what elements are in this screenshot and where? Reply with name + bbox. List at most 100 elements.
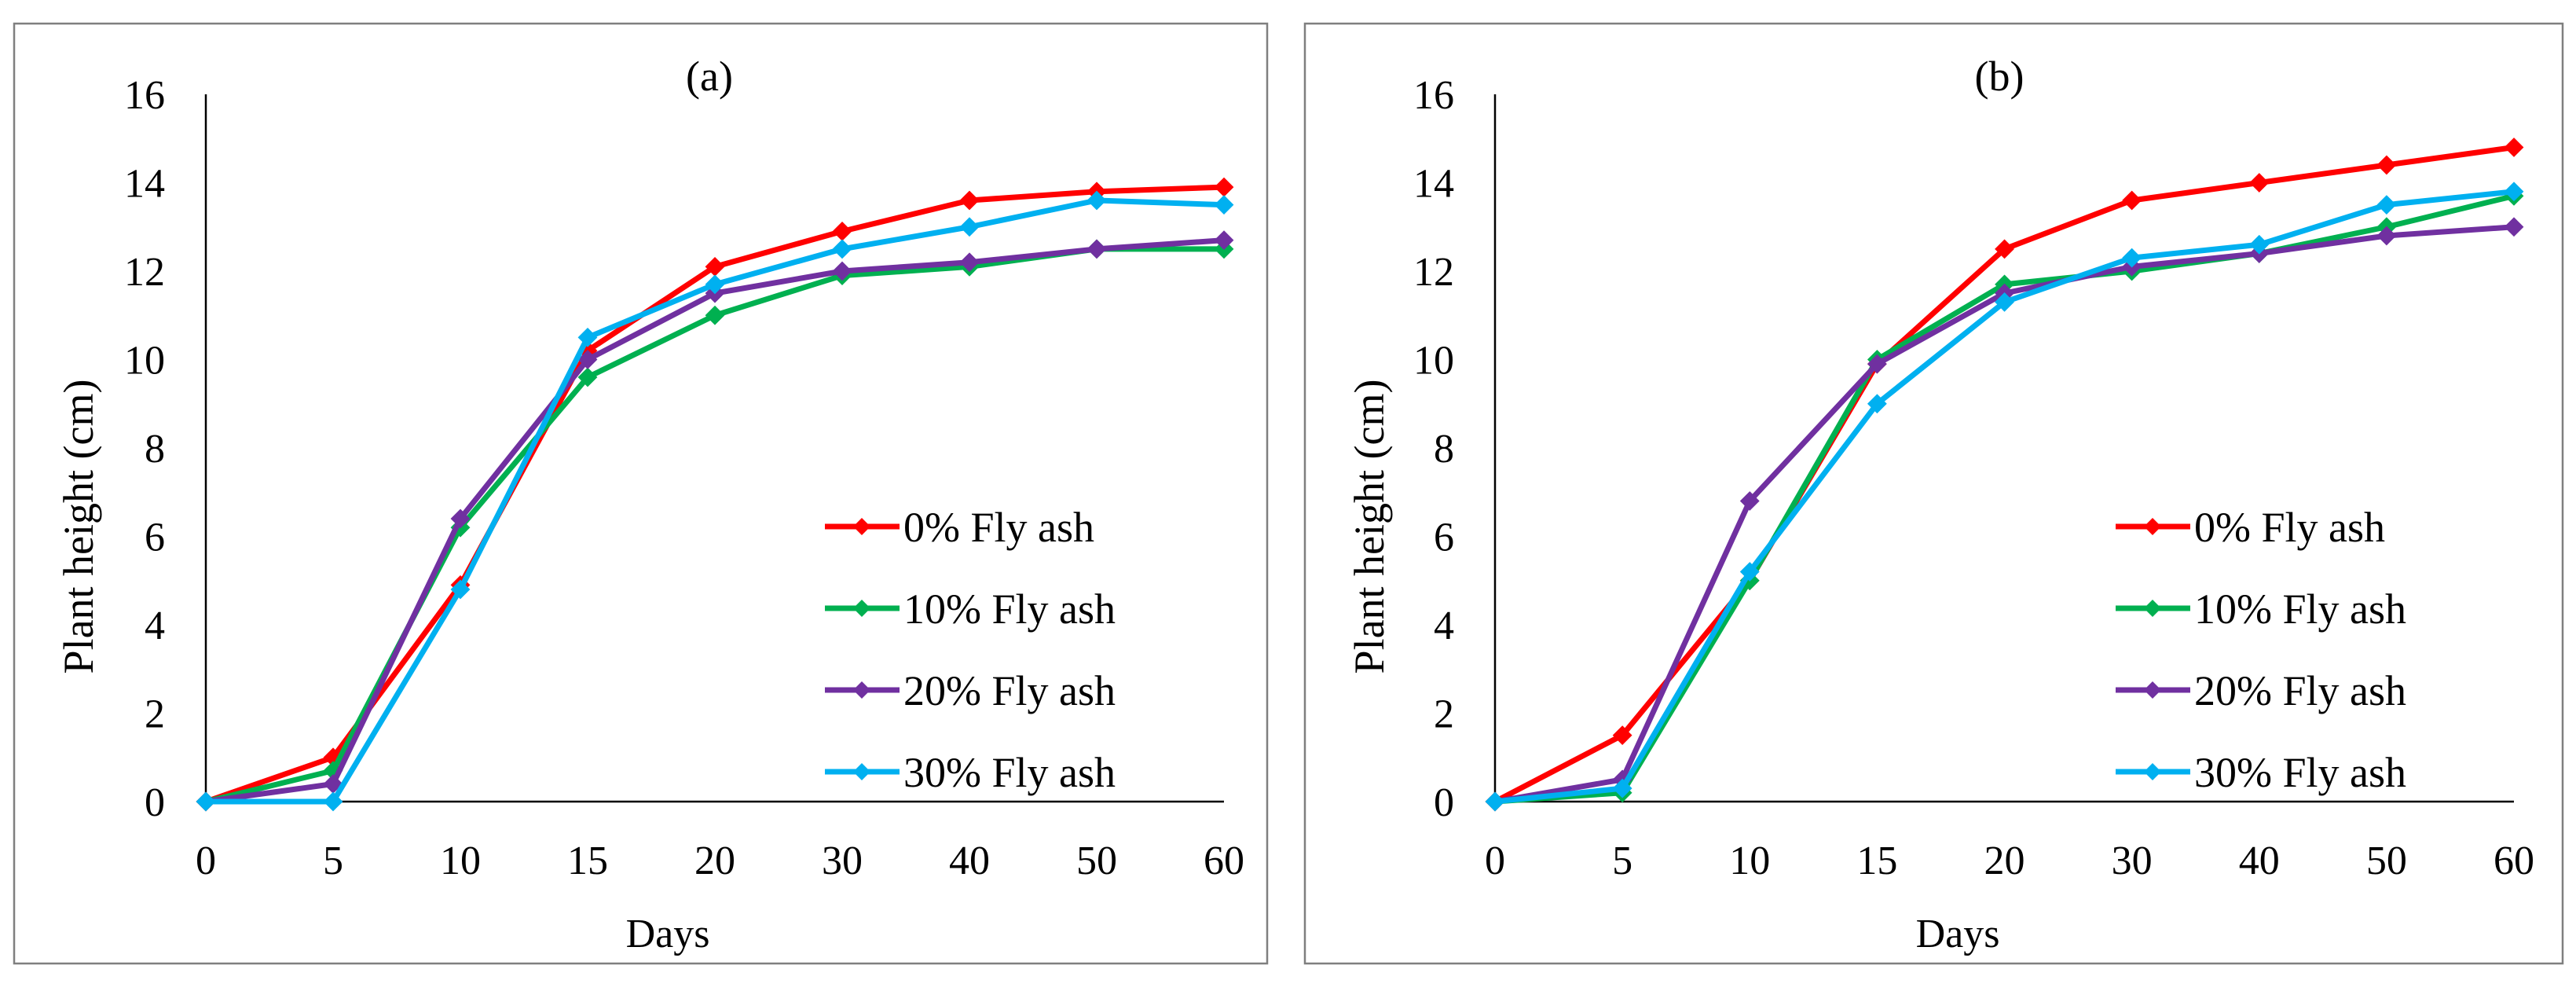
panel-b-x-tick-label: 5 xyxy=(1612,839,1632,883)
panel-a-series-4-point xyxy=(832,239,852,259)
panel-b-x-tick-label: 0 xyxy=(1485,839,1505,883)
panel-a-y-axis-title: Plant height (cm) xyxy=(55,380,102,674)
panel-b-series-1-point xyxy=(2376,155,2397,175)
panel-b-frame xyxy=(1303,22,2564,965)
panel-b-legend-marker-3 xyxy=(2144,681,2161,699)
panel-a-x-tick-label: 10 xyxy=(440,839,481,883)
panel-b-series-4-point xyxy=(2376,195,2397,215)
panel-b-legend: 0% Fly ash 10% Fly ash 20% Fly ash 30% Fly … xyxy=(2116,504,2406,796)
panel-b-series-3-point xyxy=(2376,226,2397,246)
panel-a-x-tick-label: 60 xyxy=(1204,839,1244,883)
panel-b-series-1-point xyxy=(2504,138,2524,157)
panel-a-legend-label-3: 20% Fly ash xyxy=(903,667,1116,714)
panel-b-x-tick-label: 50 xyxy=(2366,839,2407,883)
panel-b-x-tick-label: 10 xyxy=(1729,839,1770,883)
panel-b-y-tick-label: 14 xyxy=(1413,162,1454,207)
panel-b-legend-label-4: 30% Fly ash xyxy=(2194,749,2406,796)
panel-a-legend-marker-1 xyxy=(853,518,870,535)
panel-a-series-4-point xyxy=(705,274,725,295)
panel-b-series-4-point xyxy=(1995,292,2014,312)
panel-a-legend-marker-2 xyxy=(853,600,870,617)
panel-b-series-4-point xyxy=(1867,394,1887,414)
panel-a-y-tick-label: 6 xyxy=(145,516,165,560)
panel-a-y-tick-label: 2 xyxy=(145,692,165,737)
panel-a-y-tick-label: 12 xyxy=(124,250,165,295)
panel-b-series-3-point xyxy=(1867,354,1887,374)
panel-a-legend-label-1: 0% Fly ash xyxy=(903,504,1094,551)
panel-a-series-3-point xyxy=(450,508,471,529)
panel-a-legend-marker-4 xyxy=(853,763,870,780)
panel-a-y-tick-label: 4 xyxy=(145,604,165,648)
panel-b-y-tick-label: 12 xyxy=(1413,250,1454,295)
panel-a-y-tick-label: 14 xyxy=(124,162,165,207)
panel-a-series-2-point xyxy=(705,305,725,325)
panel-b-series-4-point xyxy=(2122,248,2142,268)
panel-b-series-4-point xyxy=(2504,182,2524,202)
panel-b-x-tick-label: 20 xyxy=(1984,839,2025,883)
panel-a-y-tick-label: 0 xyxy=(145,780,165,825)
panel-a-series-4-point xyxy=(1214,195,1234,215)
panel-b-x-axis-title: Days xyxy=(1916,912,2000,956)
panel-a-legend-label-4: 30% Fly ash xyxy=(903,749,1116,796)
panel-a-x-tick-label: 40 xyxy=(949,839,990,883)
panel-b-series-1-point xyxy=(1995,239,2014,259)
panel-b-y-tick-label: 16 xyxy=(1413,73,1454,118)
panel-a-frame xyxy=(13,22,1269,965)
panel-b-legend-label-3: 20% Fly ash xyxy=(2194,667,2406,714)
panel-b-y-tick-label: 6 xyxy=(1434,516,1454,560)
panel-b-plot-area: 0 2 4 6 8 10 12 14 16 0 5 10 15 20 30 40 50 60 0% Fly ash 1… xyxy=(1413,73,2534,883)
panel-a-series-4-point xyxy=(196,791,216,812)
panel-a-series-4-point xyxy=(577,327,598,347)
panel-b-series-3-point xyxy=(2504,217,2524,237)
panel-a-y-tick-label: 8 xyxy=(145,427,165,472)
panel-b-legend-label-2: 10% Fly ash xyxy=(2194,585,2406,633)
panel-b-x-tick-label: 15 xyxy=(1856,839,1897,883)
panel-b-series-1-point xyxy=(2122,190,2142,211)
panel-a-series-3-point xyxy=(577,350,598,369)
panel-b-series-4-point xyxy=(1739,562,1760,582)
panel-b-legend-marker-1 xyxy=(2144,518,2161,535)
panel-b-series-1-point xyxy=(2249,173,2270,193)
panel-a-series-2-point xyxy=(577,367,598,387)
panel-b-legend-marker-4 xyxy=(2144,763,2161,780)
panel-b-x-tick-label: 60 xyxy=(2494,839,2534,883)
panel-a-x-tick-label: 50 xyxy=(1076,839,1117,883)
panel-b-series-1-point xyxy=(1612,725,1632,746)
panel-a-y-tick-label: 10 xyxy=(124,339,165,384)
panel-b-series-4-point xyxy=(1612,778,1632,798)
panel-b-legend-label-1: 0% Fly ash xyxy=(2194,504,2385,551)
panel-b-series-3-point xyxy=(1739,491,1760,511)
panel-a-series-4-point xyxy=(323,791,343,812)
panel-a-x-axis-title: Days xyxy=(626,912,710,956)
panel-a-series-3-point xyxy=(959,252,980,273)
panel-a-series-4-point xyxy=(450,579,471,600)
panel-a-x-tick-label: 5 xyxy=(323,839,343,883)
panel-a-x-tick-label: 30 xyxy=(822,839,863,883)
panel-b: (b) Days Plant height (cm) 0 2 4 6 8 10 12 14 16… xyxy=(1303,22,2564,965)
panel-b-x-tick-label: 40 xyxy=(2239,839,2280,883)
panel-a: (a) Days Plant height (cm) 0 2 4 6 8 10 12 14 16… xyxy=(13,22,1269,965)
panel-b-y-tick-label: 0 xyxy=(1434,780,1454,825)
panel-a-series-3-point xyxy=(1086,239,1107,259)
panel-a-legend: 0% Fly ash 10% Fly ash 20% Fly ash 30% Fly … xyxy=(825,504,1116,796)
panel-b-title: (b) xyxy=(1975,53,2025,100)
panel-b-legend-marker-2 xyxy=(2144,600,2161,617)
panel-b-y-axis-title: Plant height (cm) xyxy=(1346,380,1393,674)
panel-b-y-tick-label: 10 xyxy=(1413,339,1454,384)
panel-a-x-tick-label: 15 xyxy=(567,839,608,883)
panel-a-title: (a) xyxy=(686,53,733,100)
panel-b-series-4-point xyxy=(1485,791,1505,812)
panel-b-y-tick-label: 2 xyxy=(1434,692,1454,737)
panel-b-series-4-point xyxy=(2249,234,2270,255)
panel-b-y-tick-label: 4 xyxy=(1434,604,1454,648)
panel-a-legend-marker-3 xyxy=(853,681,870,699)
panel-a-series-3-point xyxy=(1214,230,1234,251)
panel-a-series-4-point xyxy=(959,217,980,237)
panel-a-y-tick-label: 16 xyxy=(124,73,165,118)
panel-a-plot-area: 0 2 4 6 8 10 12 14 16 0 5 10 15 20 30 40 50 60 0% Fly ash 1… xyxy=(124,73,1244,883)
panel-a-legend-label-2: 10% Fly ash xyxy=(903,585,1116,633)
panel-a-series-4-point xyxy=(1086,190,1107,211)
panel-a-x-tick-label: 0 xyxy=(196,839,216,883)
